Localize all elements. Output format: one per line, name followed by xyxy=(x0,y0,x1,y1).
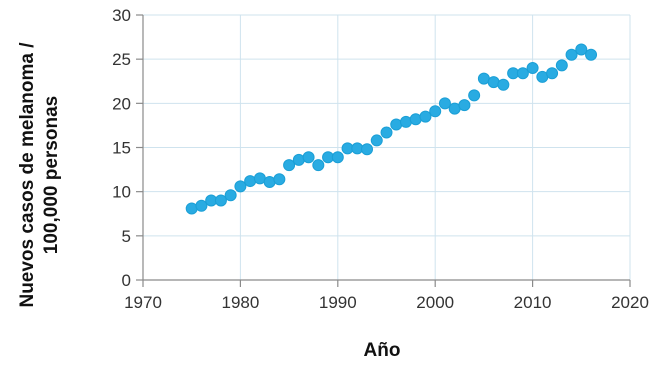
y-tick-label-0: 0 xyxy=(122,271,131,290)
data-point-1997 xyxy=(399,115,412,128)
data-point-2003 xyxy=(458,99,471,112)
x-tick-label-1970: 1970 xyxy=(124,293,162,312)
y-tick-label-30: 30 xyxy=(112,6,131,25)
data-point-1999 xyxy=(419,110,432,123)
data-point-1994 xyxy=(370,134,383,147)
grid-lines xyxy=(143,14,631,280)
data-point-1986 xyxy=(292,153,305,166)
x-tick-label-2020: 2020 xyxy=(611,293,649,312)
y-tick-label-20: 20 xyxy=(112,94,131,113)
data-point-1988 xyxy=(312,159,325,172)
data-point-2012 xyxy=(546,67,559,80)
x-tick-label-2010: 2010 xyxy=(514,293,552,312)
data-point-1980 xyxy=(234,180,247,193)
data-point-2000 xyxy=(429,105,442,118)
data-point-2006 xyxy=(487,76,500,89)
data-point-1990 xyxy=(331,151,344,164)
data-point-1983 xyxy=(263,175,276,188)
y-tick-label-15: 15 xyxy=(112,139,131,158)
data-point-2015 xyxy=(575,43,588,56)
data-point-1987 xyxy=(302,151,315,164)
data-point-1985 xyxy=(283,159,296,172)
data-point-2016 xyxy=(585,48,598,61)
axes xyxy=(136,14,631,287)
data-point-1993 xyxy=(361,143,374,156)
y-axis-title: Nuevos casos de melanoma / 100,000 perso… xyxy=(17,42,62,308)
data-point-1981 xyxy=(244,175,257,188)
data-point-1978 xyxy=(214,194,227,207)
data-point-1984 xyxy=(273,173,286,186)
data-points xyxy=(185,43,598,215)
data-point-2010 xyxy=(526,62,539,74)
data-point-1976 xyxy=(195,199,208,212)
x-tick-label-2000: 2000 xyxy=(416,293,454,312)
data-point-1975 xyxy=(185,202,198,215)
data-point-1996 xyxy=(390,118,403,131)
tick-labels: 0 5 10 15 20 25 30 1970 1980 1990 2000 2010 2020 xyxy=(112,6,649,312)
y-tick-label-10: 10 xyxy=(112,183,131,202)
y-axis-title-line-2: 100,000 personas xyxy=(41,96,62,254)
data-point-2007 xyxy=(497,78,510,91)
x-tick-label-1990: 1990 xyxy=(319,293,357,312)
data-point-2009 xyxy=(516,67,529,80)
data-point-2004 xyxy=(468,89,481,102)
data-point-2001 xyxy=(438,97,451,110)
data-point-2013 xyxy=(555,59,568,72)
y-tick-label-25: 25 xyxy=(112,50,131,69)
data-point-1998 xyxy=(409,113,422,126)
x-axis-title: Año xyxy=(364,340,401,361)
y-tick-label-5: 5 xyxy=(122,227,131,246)
data-point-2014 xyxy=(565,48,578,61)
x-tick-label-1980: 1980 xyxy=(221,293,259,312)
y-axis-title-line-1: Nuevos casos de melanoma / xyxy=(17,42,38,308)
data-point-1995 xyxy=(380,126,393,139)
data-point-1979 xyxy=(224,189,237,202)
